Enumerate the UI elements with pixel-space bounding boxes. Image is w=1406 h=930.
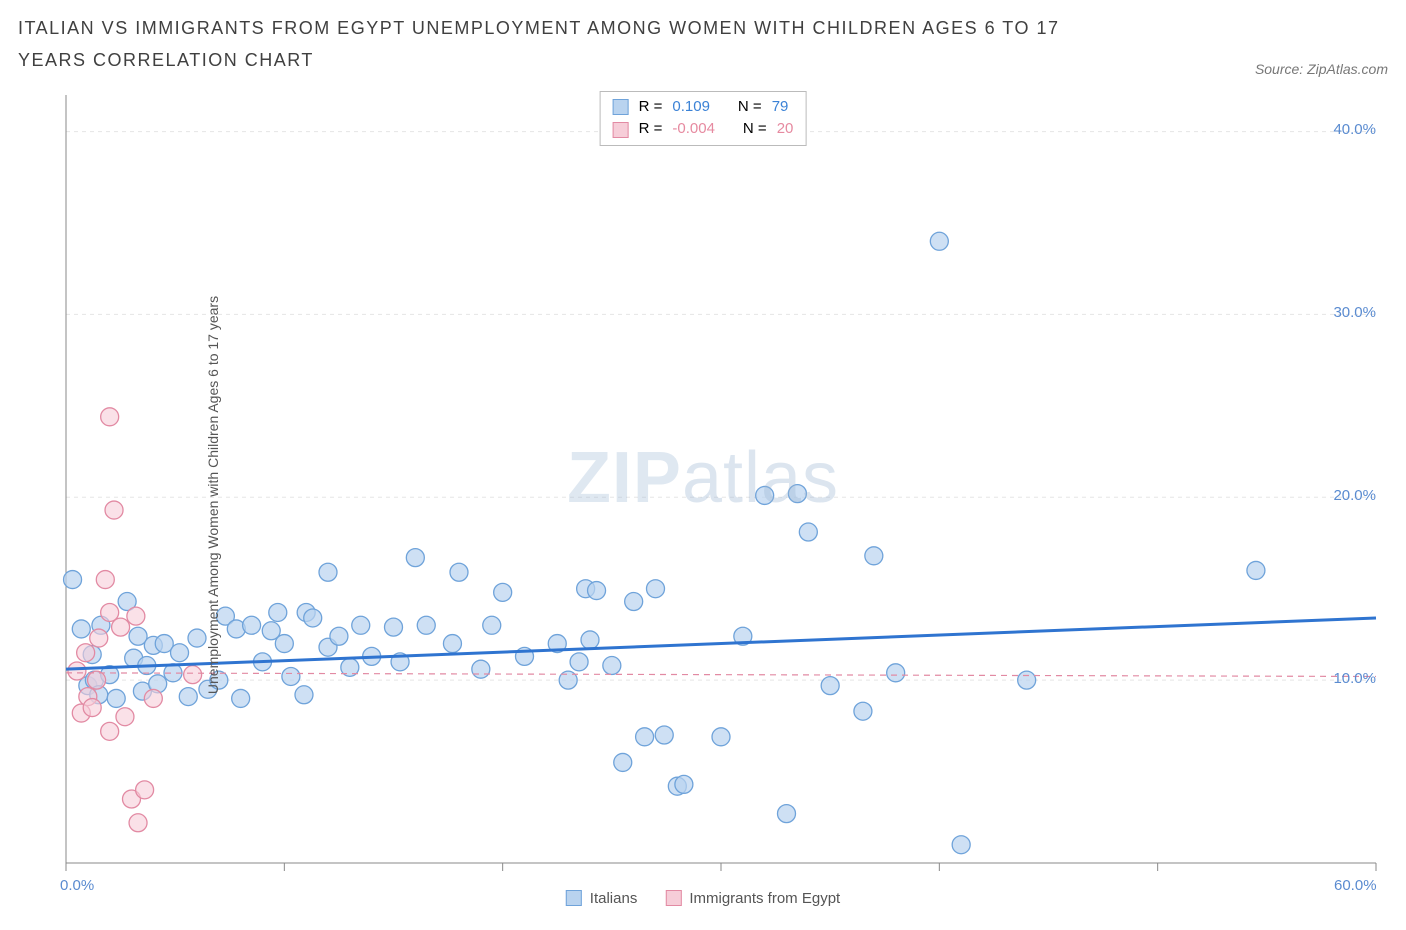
r-value: 0.109 <box>672 96 710 119</box>
n-value: 79 <box>772 96 789 119</box>
legend-label: Immigrants from Egypt <box>689 890 840 907</box>
legend-item: Italians <box>566 890 638 907</box>
stats-legend: R = 0.109 N = 79 R = -0.004 N = 20 <box>600 91 807 146</box>
swatch-icon <box>665 890 681 906</box>
n-label: N = <box>738 96 762 119</box>
chart-title: ITALIAN VS IMMIGRANTS FROM EGYPT UNEMPLO… <box>18 12 1118 77</box>
x-tick-label: 0.0% <box>60 877 94 894</box>
header: ITALIAN VS IMMIGRANTS FROM EGYPT UNEMPLO… <box>18 12 1388 77</box>
n-value: 20 <box>777 118 794 141</box>
y-axis-label: Unemployment Among Women with Children A… <box>205 296 221 694</box>
swatch-icon <box>566 890 582 906</box>
r-value: -0.004 <box>672 118 715 141</box>
y-tick-label: 30.0% <box>1333 304 1376 321</box>
swatch-icon <box>613 99 629 115</box>
x-tick-label: 60.0% <box>1334 877 1377 894</box>
y-tick-label: 40.0% <box>1333 121 1376 138</box>
r-label: R = <box>639 118 663 141</box>
y-tick-label: 10.0% <box>1333 670 1376 687</box>
r-label: R = <box>639 96 663 119</box>
y-tick-label: 20.0% <box>1333 487 1376 504</box>
chart-area: Unemployment Among Women with Children A… <box>18 85 1388 905</box>
n-label: N = <box>743 118 767 141</box>
legend-item: Immigrants from Egypt <box>665 890 840 907</box>
series-legend: Italians Immigrants from Egypt <box>566 890 840 907</box>
stats-row-egypt: R = -0.004 N = 20 <box>613 118 794 141</box>
swatch-icon <box>613 122 629 138</box>
source-label: Source: ZipAtlas.com <box>1255 61 1388 77</box>
stats-row-italians: R = 0.109 N = 79 <box>613 96 794 119</box>
scatter-plot <box>18 85 1388 905</box>
legend-label: Italians <box>590 890 638 907</box>
